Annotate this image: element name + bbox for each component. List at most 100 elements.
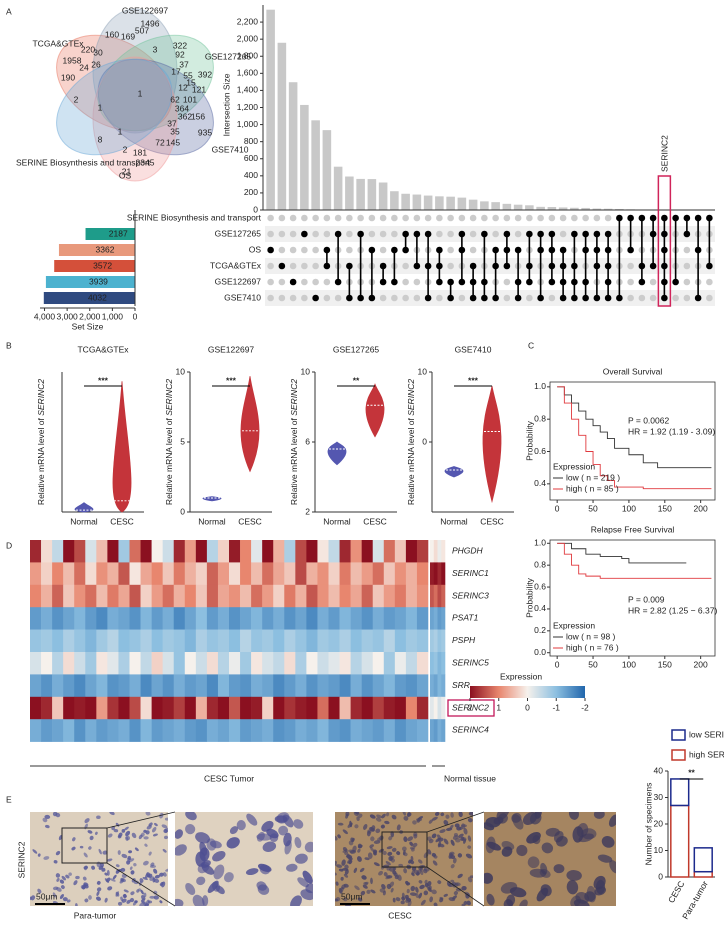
heatmap-cell bbox=[240, 719, 252, 742]
set-x-tick-label: 2,000 bbox=[79, 311, 101, 321]
y-axis-label-text: Relative mRNA level of bbox=[36, 416, 46, 505]
nucleus bbox=[519, 899, 528, 906]
legend-label: high SERINC2 bbox=[689, 749, 724, 759]
nucleus bbox=[445, 827, 453, 831]
nucleus bbox=[139, 902, 144, 906]
matrix-dot-empty bbox=[413, 294, 421, 302]
gene-highlight bbox=[447, 699, 495, 717]
heatmap-cell bbox=[162, 540, 175, 563]
matrix-dot-empty bbox=[301, 278, 308, 286]
y-tick-label: 6 bbox=[305, 436, 310, 446]
matrix-dot-empty bbox=[503, 214, 511, 222]
heatmap-cell bbox=[306, 629, 318, 653]
matrix-dot bbox=[424, 230, 432, 238]
matrix-dot-empty bbox=[289, 230, 297, 238]
nucleus bbox=[370, 836, 375, 842]
set-x-tick-label: 0 bbox=[133, 311, 138, 321]
heatmap-cell bbox=[350, 674, 362, 698]
matrix-dot bbox=[661, 246, 668, 254]
nucleus bbox=[412, 842, 418, 848]
matrix-dot bbox=[571, 262, 578, 270]
matrix-dot-empty bbox=[447, 262, 454, 270]
gene-label: PSAT1 bbox=[452, 613, 479, 623]
heatmap-cell bbox=[262, 540, 274, 563]
matrix-dot-empty bbox=[627, 278, 634, 286]
heatmap-cell bbox=[217, 562, 230, 586]
heatmap-cell bbox=[383, 629, 396, 653]
chart-title: GSE7410 bbox=[455, 344, 492, 354]
heatmap-cell bbox=[74, 607, 86, 630]
nucleus bbox=[457, 873, 463, 879]
heatmap-cell bbox=[437, 562, 442, 586]
nucleus bbox=[358, 813, 363, 818]
nucleus bbox=[457, 853, 463, 858]
matrix-dot-empty bbox=[312, 262, 319, 270]
matrix-dot bbox=[537, 294, 544, 302]
heatmap-cell bbox=[229, 584, 241, 608]
y-axis-label-text: Relative mRNA level of bbox=[289, 416, 299, 505]
gene-label: SERINC3 bbox=[452, 590, 489, 600]
heatmap-cell bbox=[273, 696, 285, 720]
nucleus bbox=[348, 859, 353, 865]
venn-count: 145 bbox=[166, 137, 180, 147]
heatmap-cell bbox=[350, 607, 362, 630]
nucleus bbox=[458, 833, 464, 838]
heatmap-cell bbox=[195, 629, 208, 653]
heatmap-cell bbox=[306, 540, 318, 563]
heatmap-cell bbox=[383, 562, 396, 586]
nucleus bbox=[128, 858, 135, 863]
y-tick-label: 0 bbox=[180, 506, 185, 516]
heatmap-cell bbox=[96, 562, 108, 586]
matrix-dot bbox=[694, 214, 702, 222]
nucleus bbox=[418, 892, 423, 899]
heatmap-cell bbox=[394, 629, 407, 653]
y-tick-label: 1,200 bbox=[237, 102, 259, 112]
nucleus bbox=[297, 877, 309, 888]
heatmap-cell bbox=[184, 540, 197, 563]
panel-label: A bbox=[6, 6, 12, 16]
heatmap-cell bbox=[206, 607, 219, 630]
matrix-dot bbox=[357, 294, 364, 302]
nucleus bbox=[428, 819, 433, 824]
venn-count: 2 bbox=[74, 94, 79, 104]
matrix-dot bbox=[312, 294, 319, 302]
nucleus bbox=[388, 856, 393, 861]
heatmap-cell bbox=[433, 696, 438, 720]
scale-label: 50μm bbox=[341, 891, 362, 901]
bar bbox=[670, 778, 690, 807]
nucleus bbox=[403, 815, 409, 821]
heatmap-cell bbox=[372, 607, 385, 630]
nucleus bbox=[152, 833, 158, 837]
colorbar-tick-label: 0 bbox=[525, 702, 530, 712]
heatmap-cell bbox=[63, 719, 75, 742]
heatmap-cell bbox=[151, 674, 163, 698]
matrix-dot-empty bbox=[278, 246, 286, 254]
nucleus bbox=[140, 889, 144, 895]
nucleus bbox=[362, 884, 368, 889]
nucleus bbox=[276, 812, 290, 824]
matrix-dot-empty bbox=[379, 246, 387, 254]
matrix-dot bbox=[638, 262, 646, 270]
matrix-dot bbox=[582, 246, 589, 254]
heatmap-cell bbox=[433, 674, 438, 698]
venn-count: 92 bbox=[175, 49, 185, 59]
nucleus bbox=[154, 822, 158, 827]
heatmap-cell bbox=[52, 674, 64, 698]
set-size-label: 3362 bbox=[96, 244, 115, 254]
nucleus bbox=[284, 840, 292, 855]
nucleus bbox=[37, 888, 42, 894]
nucleus bbox=[115, 864, 120, 868]
heatmap-cell bbox=[162, 719, 175, 742]
nucleus bbox=[343, 873, 349, 878]
matrix-dot bbox=[379, 262, 387, 270]
heatmap-cell bbox=[118, 652, 130, 675]
bar bbox=[288, 82, 298, 210]
heatmap-cell bbox=[217, 584, 230, 608]
y-axis-label-gene: SERINC2 bbox=[36, 379, 46, 416]
venn-count: 12 bbox=[178, 82, 188, 92]
nucleus bbox=[461, 824, 468, 828]
matrix-dot bbox=[604, 230, 612, 238]
legend-label: high ( n = 76 ) bbox=[566, 642, 619, 652]
nucleus bbox=[56, 887, 62, 892]
heatmap-cell bbox=[107, 629, 119, 653]
